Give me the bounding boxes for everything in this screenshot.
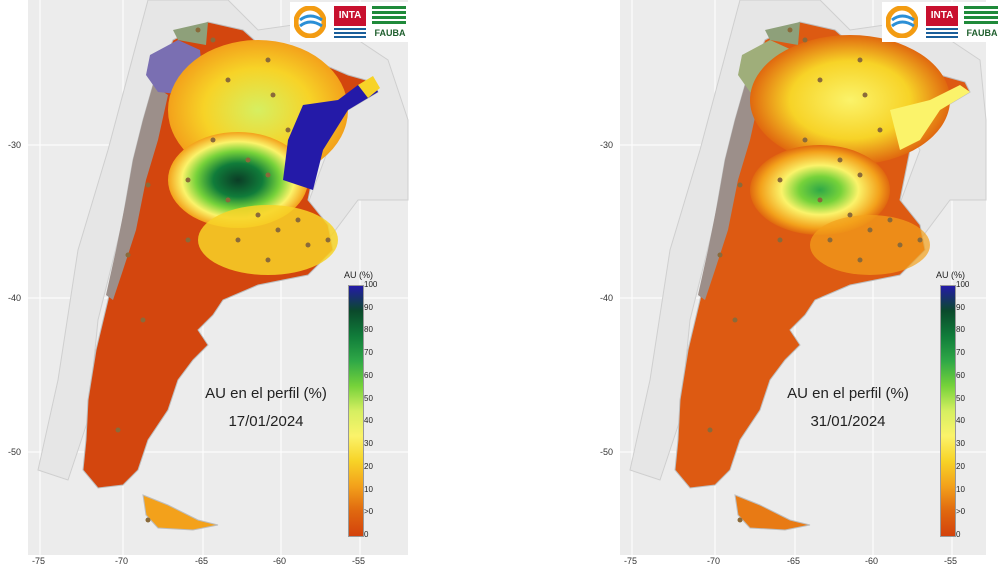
misiones (358, 76, 380, 98)
central-moisture (168, 132, 308, 228)
inta-logo-stripes-icon (334, 28, 366, 38)
legend-tick: 90 (364, 302, 373, 312)
x-tick: -55 (944, 556, 958, 566)
south-moisture (810, 215, 930, 275)
fauba-logo: FAUBA (966, 28, 998, 38)
central-moisture (750, 145, 890, 235)
map-panel-left: INTA FAUBA AU (%) 100 90 80 70 60 50 40 30 20 10 >… (8, 0, 418, 566)
inta-logo-stripes-icon (926, 28, 958, 38)
legend-tick: >0 (364, 507, 374, 517)
legend-tick: 100 (956, 280, 970, 289)
map-right (620, 0, 987, 555)
legend-tick: 80 (364, 325, 373, 335)
legend-tick: 20 (956, 461, 965, 471)
legend-tick: 100 (364, 280, 378, 289)
northeast-moisture (890, 85, 970, 150)
legend-colorbar (348, 285, 364, 537)
map-title: AU en el perfil (%) (787, 385, 909, 402)
fauba-logo-icon (372, 6, 406, 26)
x-tick: -60 (865, 556, 879, 566)
legend-tick: 10 (364, 484, 373, 494)
legend-tick: 50 (956, 393, 965, 403)
x-tick: -70 (115, 556, 129, 566)
x-tick: -75 (32, 556, 46, 566)
x-tick: -60 (273, 556, 287, 566)
tierra-del-fuego (734, 494, 811, 531)
inta-logo: INTA (926, 6, 958, 26)
south-moisture (198, 205, 338, 275)
legend-tick: 30 (956, 439, 965, 449)
legend-tick: 60 (364, 370, 373, 380)
east-saturated (283, 82, 378, 190)
y-tick: -50 (8, 447, 22, 457)
fauba-logo-icon (964, 6, 998, 26)
x-tick: -75 (624, 556, 638, 566)
logos-right: INTA FAUBA (882, 2, 1002, 42)
legend-title: AU (%) (344, 270, 373, 280)
y-tick: -50 (600, 447, 614, 457)
x-tick: -55 (352, 556, 366, 566)
x-tick: -65 (195, 556, 209, 566)
logos-left: INTA FAUBA (290, 2, 410, 42)
map-left (28, 0, 409, 555)
legend-tick: 40 (364, 416, 373, 426)
fauba-logo: FAUBA (374, 28, 406, 38)
legend-tick: 0 (956, 530, 961, 539)
x-tick: -70 (707, 556, 721, 566)
legend-tick: 90 (956, 302, 965, 312)
legend-tick: >0 (956, 507, 966, 517)
puna-north (173, 22, 208, 45)
x-tick: -65 (787, 556, 801, 566)
legend-title: AU (%) (936, 270, 965, 280)
y-tick: -40 (8, 293, 22, 303)
north-moisture (750, 35, 950, 165)
andes-strip (698, 85, 760, 300)
tierra-del-fuego (142, 494, 219, 531)
legend-tick: 40 (956, 416, 965, 426)
puna-north (765, 22, 800, 45)
stations (707, 27, 923, 523)
map-date: 31/01/2024 (810, 413, 886, 430)
legend-tick: 50 (364, 393, 373, 403)
conae-logo-icon (885, 5, 919, 39)
map-panel-right: INTA FAUBA AU (%) 100 90 80 70 60 50 40 30 20 10 >… (600, 0, 1006, 566)
legend-tick: 60 (956, 370, 965, 380)
legend-colorbar (940, 285, 956, 537)
y-tick: -40 (600, 293, 614, 303)
map-date: 17/01/2024 (228, 413, 304, 430)
legend-tick: 70 (956, 348, 965, 358)
map-title: AU en el perfil (%) (205, 385, 327, 402)
stations (115, 27, 331, 523)
conae-logo-icon (293, 5, 327, 39)
legend-tick: 70 (364, 348, 373, 358)
y-tick: -30 (600, 140, 614, 150)
legend-tick: 0 (364, 530, 369, 539)
inta-logo: INTA (334, 6, 366, 26)
legend-tick: 10 (956, 484, 965, 494)
legend-tick: 20 (364, 461, 373, 471)
legend-tick: 30 (364, 439, 373, 449)
y-tick: -30 (8, 140, 22, 150)
andes-strip (106, 85, 168, 300)
legend-tick: 80 (956, 325, 965, 335)
